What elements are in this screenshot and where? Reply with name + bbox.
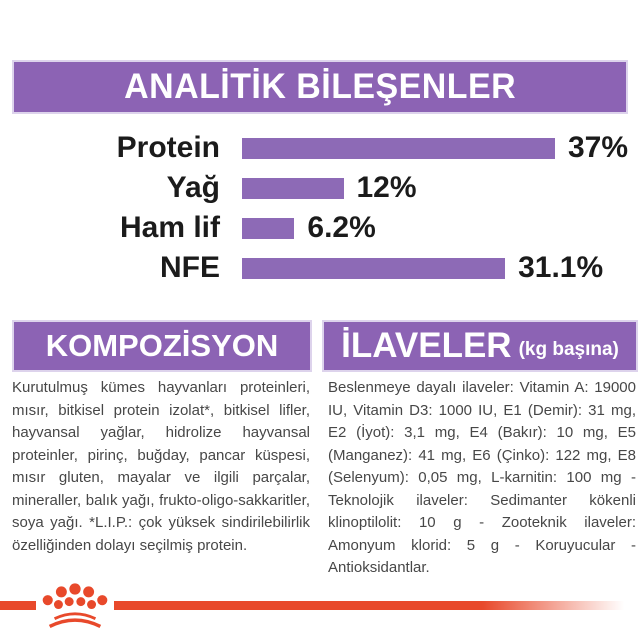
chart-row: NFE 31.1% [0, 248, 640, 288]
composition-body-text: Kurutulmuş kümes hayvanları proteinleri,… [12, 379, 310, 554]
royal-canin-crown-logo-icon [42, 583, 108, 629]
footer-divider-right [114, 601, 640, 610]
chart-row-value: 6.2% [307, 211, 376, 244]
chart-row-value: 12% [356, 171, 417, 204]
chart-bar [242, 137, 555, 159]
chart-row-label: Yağ [166, 171, 220, 204]
chart-row: Yağ 12% [0, 168, 640, 208]
additives-header: İLAVELER (kg başına) [322, 320, 638, 372]
additives-subtitle: (kg başına) [518, 339, 619, 360]
chart-row-label: NFE [160, 251, 220, 284]
additives-title: İLAVELER [341, 326, 512, 365]
chart-row-label: Protein [116, 131, 220, 164]
chart-row: Ham lif 6.2% [0, 208, 640, 248]
chart-bar [242, 217, 295, 239]
additives-body-text: Beslenmeye dayalı ilaveler: Vitamin A: 1… [328, 379, 636, 576]
analytic-components-title: ANALİTİK BİLEŞENLER [123, 67, 517, 106]
chart-bar [242, 257, 506, 279]
composition-title: KOMPOZİSYON [45, 328, 279, 363]
chart-row: Protein 37% [0, 128, 640, 168]
chart-bar [242, 177, 344, 199]
footer-divider-left [0, 601, 36, 610]
composition-header: KOMPOZİSYON [12, 320, 312, 372]
analytic-components-chart: Protein 37% Yağ 12% Ham lif 6.2% NFE 31.1% [0, 128, 640, 288]
analytic-components-header: ANALİTİK BİLEŞENLER [12, 60, 628, 114]
chart-row-value: 37% [568, 131, 629, 164]
chart-row-label: Ham lif [119, 211, 220, 244]
chart-row-value: 31.1% [518, 251, 604, 284]
